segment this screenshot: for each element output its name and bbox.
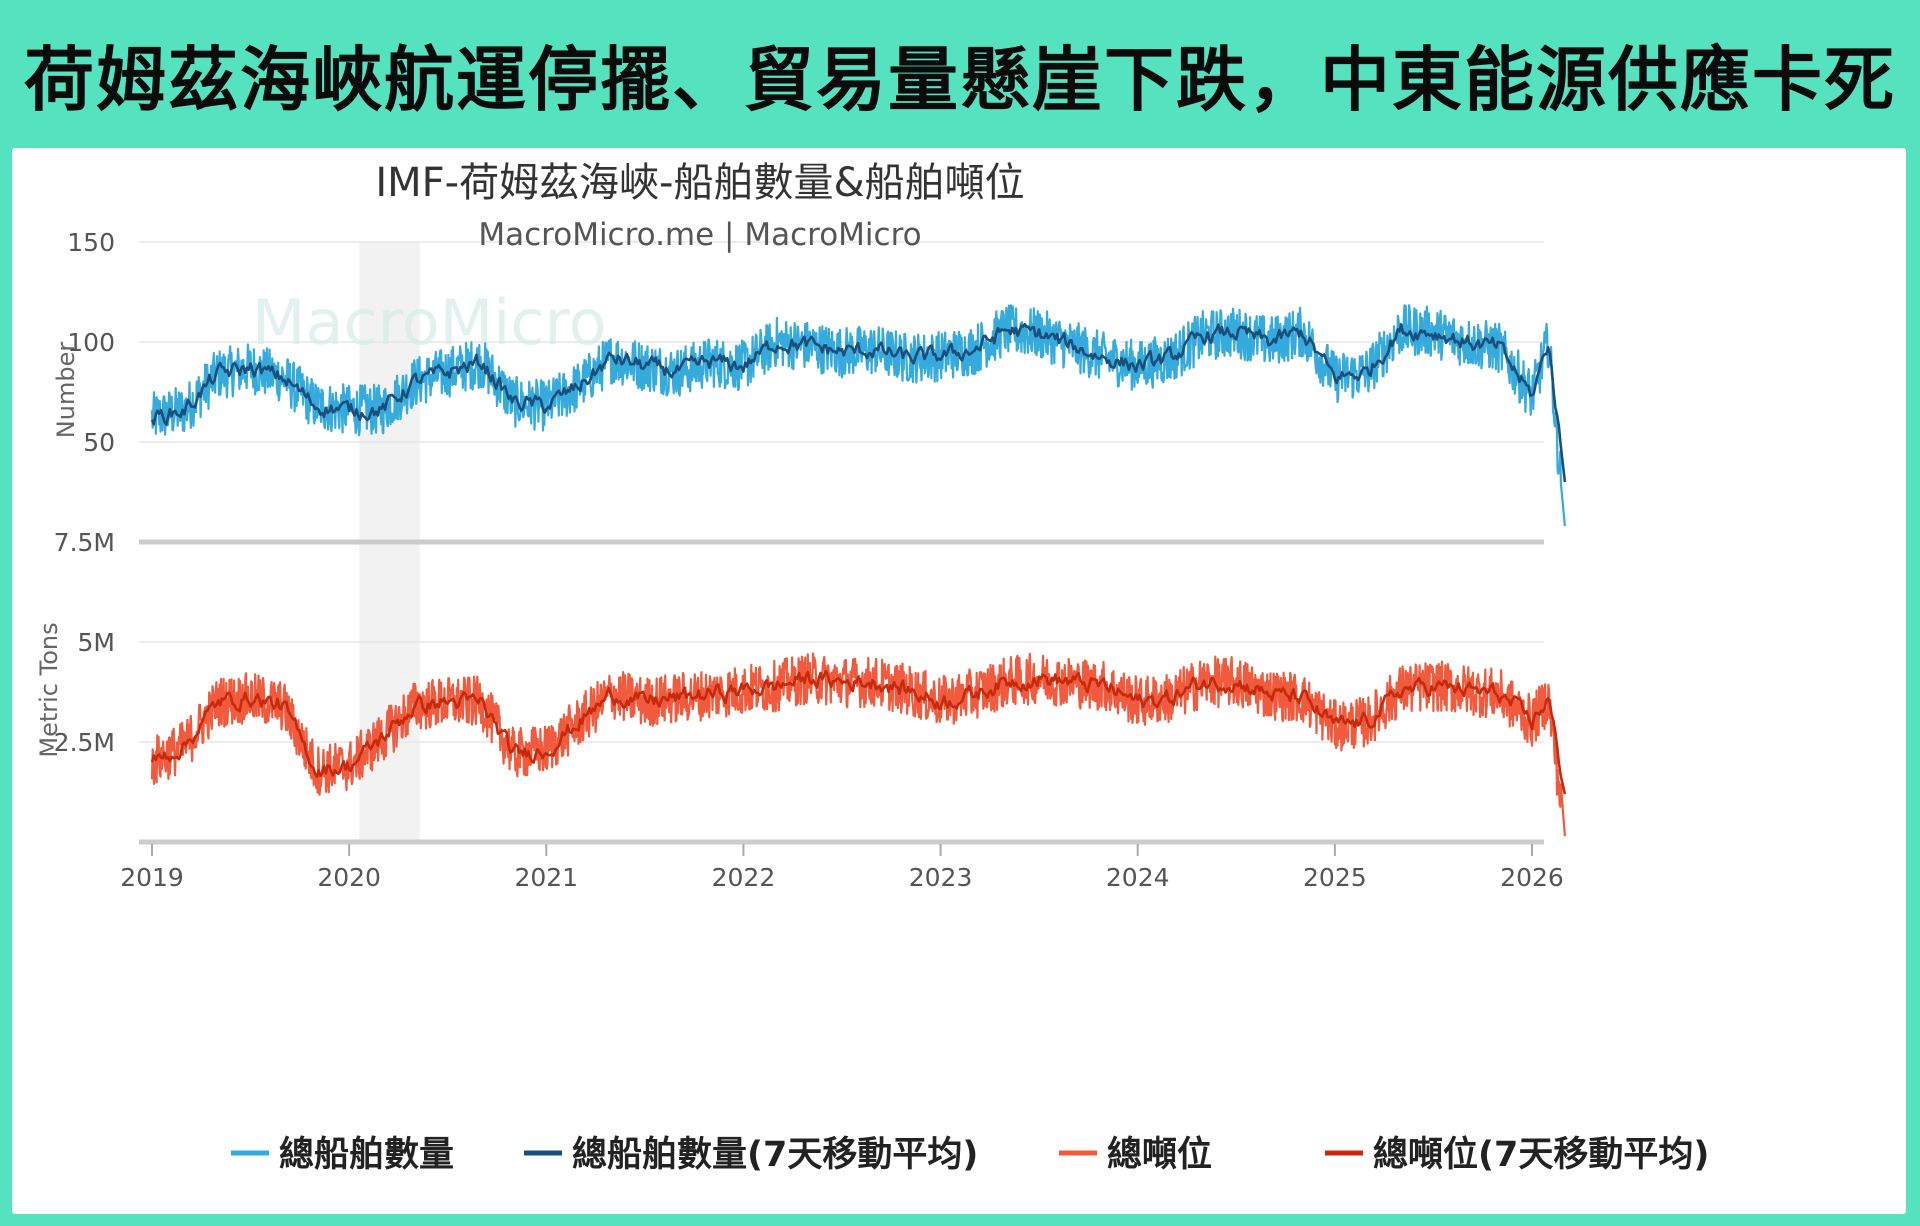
gridlines — [139, 241, 1544, 845]
y-tick-label: 50 — [83, 428, 115, 457]
y-tick-label: 2.5M — [54, 728, 115, 757]
series-line — [150, 304, 1566, 527]
y-tick-label: 7.5M — [54, 528, 115, 557]
series-line — [150, 323, 1567, 483]
y-tick-label: 150 — [67, 228, 115, 257]
y-axis-title-top: Number — [52, 342, 80, 439]
legend: 總船舶數量 總船舶數量(7天移動平均) 總噸位 總噸位(7天移動平均) — [231, 1135, 1709, 1175]
y-tick-label: 100 — [67, 328, 115, 357]
x-tick-label: 2020 — [317, 863, 381, 892]
legend-label: 總船舶數量(7天移動平均) — [572, 1135, 978, 1175]
series-layer — [150, 304, 1567, 837]
headline: 荷姆茲海峽航運停擺、貿易量懸崖下跌，中東能源供應卡死 — [24, 38, 1896, 121]
chart-subtitle: MacroMicro.me | MacroMicro — [478, 217, 921, 253]
y-axis-title-bottom: Metric Tons — [35, 622, 63, 757]
chart-title: IMF-荷姆茲海峽-船舶數量&船舶噸位 — [375, 160, 1024, 206]
x-tick-label: 2023 — [909, 863, 973, 892]
x-tick-label: 2022 — [712, 863, 776, 892]
x-tick-label: 2019 — [120, 863, 184, 892]
watermark: MacroMicro — [252, 286, 607, 359]
chart-svg: MacroMicro IMF-荷姆茲海峽-船舶數量&船舶噸位 MacroMicr… — [35, 160, 1709, 1175]
series-line — [150, 669, 1567, 795]
legend-label: 總船舶數量 — [279, 1135, 454, 1175]
legend-label: 總噸位(7天移動平均) — [1373, 1135, 1709, 1175]
x-tick-label: 2021 — [514, 863, 578, 892]
chart-panel: MacroMicro IMF-荷姆茲海峽-船舶數量&船舶噸位 MacroMicr… — [12, 148, 1906, 1214]
y-tick-labels: 150 100 50 7.5M 5M 2.5M — [54, 228, 115, 757]
x-tick-label: 2026 — [1500, 863, 1564, 892]
y-tick-label: 5M — [78, 628, 115, 657]
x-tick-label: 2024 — [1106, 863, 1170, 892]
legend-label: 總噸位 — [1107, 1135, 1212, 1175]
x-tick-label: 2025 — [1303, 863, 1367, 892]
x-axis: 2019 2020 2021 2022 2023 2024 2025 2026 — [120, 844, 1564, 892]
